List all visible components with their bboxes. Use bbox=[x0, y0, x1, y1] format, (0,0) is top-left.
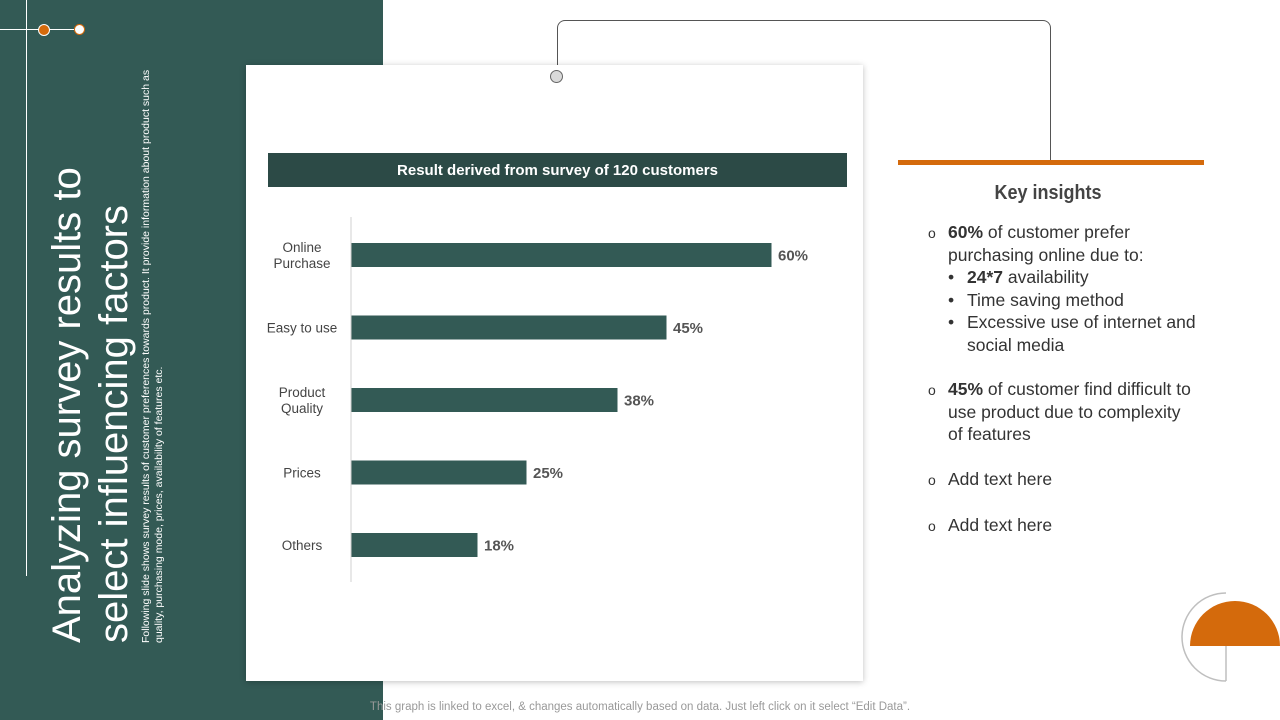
bar[interactable] bbox=[351, 315, 667, 340]
data-label: 25% bbox=[533, 465, 563, 482]
insight-highlight: 60% bbox=[948, 222, 984, 242]
insights-title: Key insights bbox=[994, 182, 1102, 204]
chart-card[interactable]: Result derived from survey of 120 custom… bbox=[246, 65, 863, 681]
connector-dot bbox=[550, 70, 563, 83]
placeholder-text[interactable]: Add text here bbox=[948, 468, 1053, 489]
bar[interactable] bbox=[351, 243, 772, 267]
category-label: Others bbox=[282, 538, 323, 553]
sub-list-item: • Excessive use of internet and social m… bbox=[948, 311, 1198, 356]
category-label: Online Purchase bbox=[273, 240, 330, 271]
decorative-dot-orange bbox=[38, 24, 50, 36]
circle-bullet-icon: o bbox=[928, 382, 936, 398]
insights-accent-bar bbox=[898, 160, 1204, 165]
insight-item[interactable]: o Add text here bbox=[928, 514, 1198, 538]
corner-decoration bbox=[1181, 592, 1280, 682]
category-label: Product Quality bbox=[279, 385, 326, 416]
data-label: 38% bbox=[624, 393, 654, 410]
insight-item[interactable]: o Add text here bbox=[928, 468, 1198, 492]
bar-chart[interactable]: 60% Online Purchase 45% Easy to use 38% Produc… bbox=[246, 65, 863, 681]
insight-sub-list: • 24*7 availability • Time saving method… bbox=[948, 266, 1198, 356]
footer-note: This graph is linked to excel, & changes… bbox=[369, 701, 911, 713]
decorative-line-vertical bbox=[26, 0, 27, 576]
category-label: Easy to use bbox=[267, 321, 338, 336]
decorative-dot-white bbox=[74, 24, 85, 35]
insight-highlight: 45% bbox=[948, 379, 984, 399]
circle-bullet-icon: o bbox=[928, 471, 936, 488]
sub-list-item: • 24*7 availability bbox=[948, 266, 1198, 289]
data-label: 60% bbox=[778, 248, 808, 265]
insight-text: of customer prefer purchasing online due… bbox=[948, 222, 1144, 265]
category-label: Prices bbox=[283, 466, 321, 481]
sub-item-text: Excessive use of internet and social med… bbox=[967, 312, 1196, 355]
data-label: 45% bbox=[673, 320, 703, 337]
circle-bullet-icon: o bbox=[928, 225, 936, 241]
insight-text: of customer find difficult to use produc… bbox=[948, 379, 1191, 444]
sub-item-text: Time saving method bbox=[967, 289, 1124, 310]
bar[interactable] bbox=[351, 388, 618, 412]
placeholder-text[interactable]: Add text here bbox=[948, 514, 1053, 535]
dot-bullet-icon: • bbox=[948, 289, 955, 310]
circle-bullet-icon: o bbox=[928, 517, 936, 534]
bar[interactable] bbox=[351, 533, 478, 557]
slide-title: Analyzing survey results to select influ… bbox=[45, 167, 136, 643]
sub-list-item: • Time saving method bbox=[948, 289, 1198, 312]
data-label: 18% bbox=[484, 538, 514, 555]
dot-bullet-icon: • bbox=[948, 267, 955, 287]
slide-subtitle: Following slide shows survey results of … bbox=[140, 69, 165, 643]
key-insights-list: o 60% of customer prefer purchasing onli… bbox=[928, 221, 1198, 560]
sub-item-highlight: 24*7 bbox=[967, 267, 1004, 287]
insight-item: o 45% of customer find difficult to use … bbox=[928, 378, 1198, 446]
insight-item: o 60% of customer prefer purchasing onli… bbox=[928, 221, 1198, 356]
sub-item-text: availability bbox=[1003, 267, 1089, 287]
bar[interactable] bbox=[351, 460, 527, 485]
dot-bullet-icon: • bbox=[948, 312, 955, 332]
chart-title: Result derived from survey of 120 custom… bbox=[268, 153, 847, 187]
